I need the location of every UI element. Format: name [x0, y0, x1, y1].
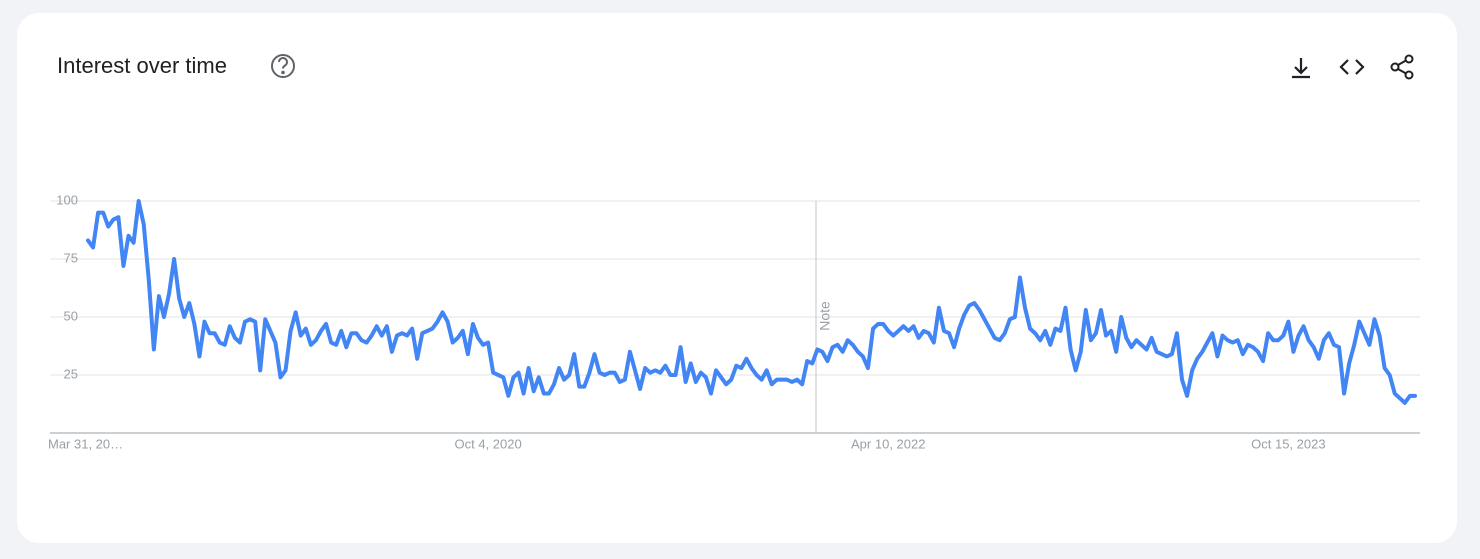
download-icon[interactable]: [1292, 58, 1310, 79]
annotation-text: Note: [817, 301, 833, 331]
card: [17, 13, 1457, 543]
y-tick-label: 50: [64, 308, 78, 323]
y-tick-label: 25: [64, 366, 78, 381]
x-tick-label: Apr 10, 2022: [851, 436, 925, 451]
x-tick-label: Oct 4, 2020: [455, 436, 522, 451]
trend-line: [86, 199, 1417, 405]
help-icon[interactable]: [271, 54, 295, 78]
y-tick-label: 100: [56, 192, 78, 207]
embed-icon[interactable]: [1339, 59, 1365, 75]
chart-title: Interest over time: [57, 53, 227, 78]
y-tick-label: 75: [64, 250, 78, 265]
x-tick-label: Mar 31, 20…: [48, 436, 123, 451]
share-icon[interactable]: [1390, 54, 1414, 80]
x-tick-label: Oct 15, 2023: [1251, 436, 1325, 451]
